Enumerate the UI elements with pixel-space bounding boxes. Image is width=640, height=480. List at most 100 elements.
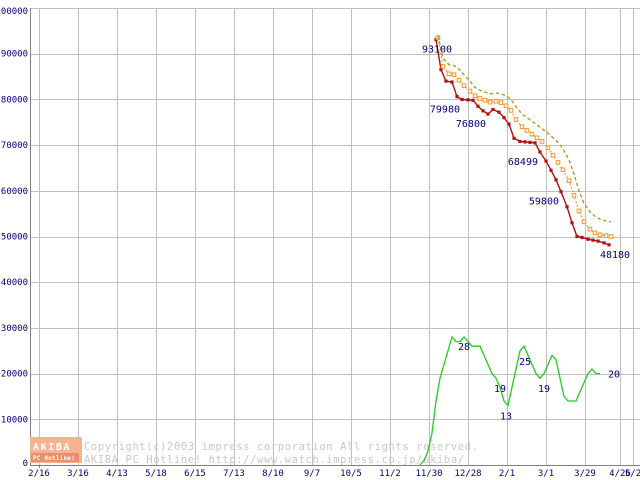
y-axis-tick-labels: 1000009000080000700006000050000400003000… bbox=[0, 7, 28, 469]
y-tick-label: 60000 bbox=[1, 187, 28, 197]
x-tick-label: 3/16 bbox=[67, 469, 89, 479]
axis-lines bbox=[30, 8, 640, 466]
series-marker bbox=[444, 79, 448, 83]
x-tick-label: 4/13 bbox=[106, 469, 128, 479]
data-point-label: 68499 bbox=[508, 157, 538, 168]
series-marker bbox=[581, 219, 587, 225]
series-marker bbox=[467, 88, 473, 94]
series-marker bbox=[507, 122, 511, 126]
series-marker bbox=[576, 208, 582, 214]
series-marker bbox=[497, 110, 501, 114]
series-marker bbox=[592, 230, 598, 236]
series-marker bbox=[471, 98, 475, 102]
series-marker bbox=[566, 178, 572, 184]
series-marker bbox=[580, 235, 584, 240]
data-point-label: 20 bbox=[608, 370, 620, 381]
x-tick-label: 7/13 bbox=[223, 469, 245, 479]
x-tick-label: 3/1 bbox=[538, 469, 554, 479]
series-marker bbox=[487, 99, 493, 105]
series-marker bbox=[486, 112, 490, 116]
x-tick-label: 2/16 bbox=[28, 469, 50, 479]
series-marker bbox=[528, 140, 532, 144]
y-tick-label: 90000 bbox=[1, 50, 28, 60]
series-marker bbox=[571, 193, 577, 198]
series-marker bbox=[575, 234, 579, 239]
x-tick-label: 11/30 bbox=[415, 469, 442, 479]
series-marker bbox=[523, 140, 527, 144]
series-marker bbox=[450, 80, 454, 84]
series-marker bbox=[529, 131, 535, 137]
x-tick-label: 8/10 bbox=[262, 469, 284, 479]
series-marker bbox=[545, 145, 551, 151]
series-marker bbox=[534, 135, 540, 141]
data-point-label: 76800 bbox=[456, 119, 486, 130]
series-marker bbox=[446, 71, 452, 77]
series-marker bbox=[451, 72, 457, 78]
y-tick-label: 40000 bbox=[1, 278, 28, 288]
series-marker bbox=[513, 117, 519, 122]
series-marker bbox=[472, 93, 478, 99]
series-line-price-avg bbox=[437, 37, 612, 238]
series-marker bbox=[439, 68, 443, 72]
data-point-labels: 93100 79980 76800 68499 59800 48180 28 19 13 25 19… bbox=[422, 45, 630, 423]
series-marker bbox=[554, 178, 558, 182]
series-marker bbox=[502, 116, 506, 120]
series-marker bbox=[555, 160, 561, 165]
series-marker bbox=[608, 234, 614, 239]
akiba-logo-text: AKIBA bbox=[33, 442, 71, 453]
series-marker bbox=[591, 238, 595, 242]
x-axis-tick-labels: 2/16 3/16 4/13 5/18 6/15 7/13 8/10 9/7 10/5 11/2 1… bbox=[28, 465, 640, 479]
series-marker bbox=[498, 100, 504, 105]
series-marker bbox=[518, 139, 522, 144]
series-marker bbox=[550, 152, 556, 158]
series-marker bbox=[607, 243, 611, 247]
y-tick-label: 80000 bbox=[1, 95, 28, 105]
y-tick-label: 20000 bbox=[1, 370, 28, 380]
series-marker bbox=[482, 98, 488, 103]
series-marker bbox=[565, 205, 569, 209]
data-point-label: 19 bbox=[538, 384, 550, 395]
series-marker bbox=[549, 168, 553, 172]
series-marker bbox=[524, 128, 530, 133]
series-line-price-min bbox=[435, 39, 610, 246]
series-marker bbox=[570, 221, 574, 225]
series-marker bbox=[538, 150, 542, 154]
data-point-label: 28 bbox=[458, 342, 470, 353]
series-marker bbox=[461, 83, 467, 88]
series-marker bbox=[466, 98, 470, 102]
akiba-logo-sub-background bbox=[31, 453, 79, 462]
series-marker bbox=[456, 77, 462, 83]
x-tick-label: 9/7 bbox=[304, 469, 320, 479]
data-series bbox=[419, 35, 614, 466]
copyright-line: Copyright(c)2003 impress corporation All… bbox=[84, 441, 479, 453]
series-marker bbox=[519, 124, 525, 130]
series-marker bbox=[560, 167, 566, 173]
akiba-logo-subtext: PC Hotline! bbox=[33, 455, 75, 462]
series-marker bbox=[481, 109, 485, 113]
footer-watermark: AKIBA PC Hotline! Copyright(c)2003 impress… bbox=[30, 437, 479, 466]
series-marker bbox=[603, 233, 609, 238]
series-marker bbox=[533, 141, 537, 145]
series-marker bbox=[493, 98, 499, 104]
series-marker bbox=[544, 159, 548, 163]
series-marker bbox=[596, 239, 600, 243]
data-point-label: 79980 bbox=[430, 104, 460, 115]
series-marker bbox=[602, 241, 606, 245]
series-marker bbox=[491, 107, 495, 112]
series-marker bbox=[597, 232, 603, 237]
series-marker bbox=[587, 226, 593, 232]
series-marker bbox=[512, 136, 516, 140]
series-marker bbox=[539, 139, 545, 144]
series-marker bbox=[440, 64, 446, 69]
series-marker bbox=[586, 237, 590, 241]
series-marker bbox=[508, 108, 514, 113]
series-marker bbox=[460, 97, 464, 102]
y-tick-label: 10000 bbox=[1, 415, 28, 425]
x-tick-label: 12/28 bbox=[454, 469, 481, 479]
data-point-label: 48180 bbox=[600, 250, 630, 261]
series-line-shop-count bbox=[419, 335, 600, 466]
series-line-price-max bbox=[437, 35, 612, 223]
